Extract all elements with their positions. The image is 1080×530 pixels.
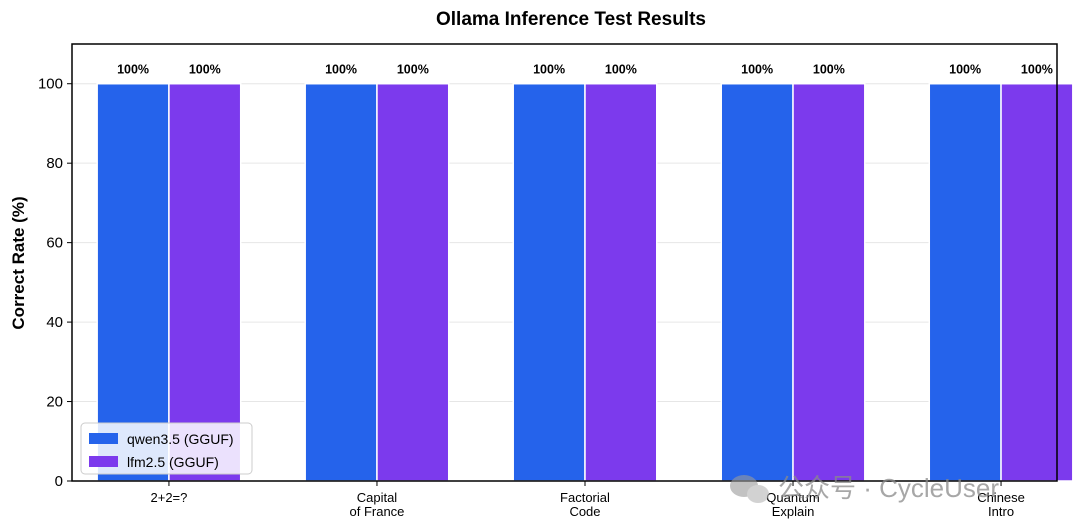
- x-tick-label: Code: [569, 504, 600, 519]
- data-labels: 100% 100% 100% 100% 100% 100% 100% 100% 100% 100%: [117, 63, 1053, 77]
- data-label: 100%: [189, 63, 221, 77]
- data-label: 100%: [533, 63, 565, 77]
- y-ticks: 0 20 40 60 80 100: [38, 76, 72, 490]
- plot-frame: [71, 43, 1058, 482]
- chart-title: Ollama Inference Test Results: [436, 9, 706, 30]
- data-label: 100%: [813, 63, 845, 77]
- bar-qwen-2: [512, 82, 586, 482]
- legend-entry: lfm2.5 (GGUF): [127, 454, 219, 470]
- bar-qwen-4: [928, 82, 1002, 482]
- wechat-icon: [730, 475, 769, 503]
- data-label: 100%: [397, 63, 429, 77]
- x-tick-label: Chinese: [977, 490, 1025, 505]
- legend: qwen3.5 (GGUF) lfm2.5 (GGUF): [80, 422, 253, 475]
- x-tick-label: 2+2=?: [151, 490, 188, 505]
- data-label: 100%: [949, 63, 981, 77]
- watermark: 公众号 · CycleUser: [730, 473, 999, 503]
- y-tick-label: 60: [46, 235, 63, 252]
- bar-qwen-0: [96, 82, 170, 482]
- data-label: 100%: [1021, 63, 1053, 77]
- y-tick-label: 0: [55, 473, 63, 490]
- y-tick-label: 40: [46, 314, 63, 331]
- bar-qwen-1: [304, 82, 378, 482]
- watermark-text: 公众号 · CycleUser: [778, 473, 999, 503]
- bar-lfm-1: [376, 82, 450, 482]
- legend-entry: qwen3.5 (GGUF): [127, 431, 234, 447]
- bar-qwen-3: [720, 82, 794, 482]
- legend-swatch: [89, 433, 118, 444]
- x-tick-label: Intro: [988, 504, 1014, 519]
- data-label: 100%: [741, 63, 773, 77]
- data-label: 100%: [605, 63, 637, 77]
- y-axis-label: Correct Rate (%): [9, 196, 28, 329]
- bars: [96, 82, 1074, 482]
- data-label: 100%: [117, 63, 149, 77]
- y-tick-label: 100: [38, 76, 63, 93]
- bar-lfm-3: [792, 82, 866, 482]
- y-tick-label: 80: [46, 155, 63, 172]
- x-tick-label: Capital: [357, 490, 398, 505]
- x-tick-label: of France: [350, 504, 405, 519]
- y-tick-label: 20: [46, 394, 63, 411]
- x-tick-label: Factorial: [560, 490, 610, 505]
- bar-lfm-0: [168, 82, 242, 482]
- legend-swatch: [89, 456, 118, 467]
- x-tick-label: Explain: [772, 504, 815, 519]
- legend-box: [80, 422, 253, 475]
- bar-lfm-4: [1000, 82, 1074, 482]
- x-tick-label: Quantum: [766, 490, 819, 505]
- data-label: 100%: [325, 63, 357, 77]
- bar-lfm-2: [584, 82, 658, 482]
